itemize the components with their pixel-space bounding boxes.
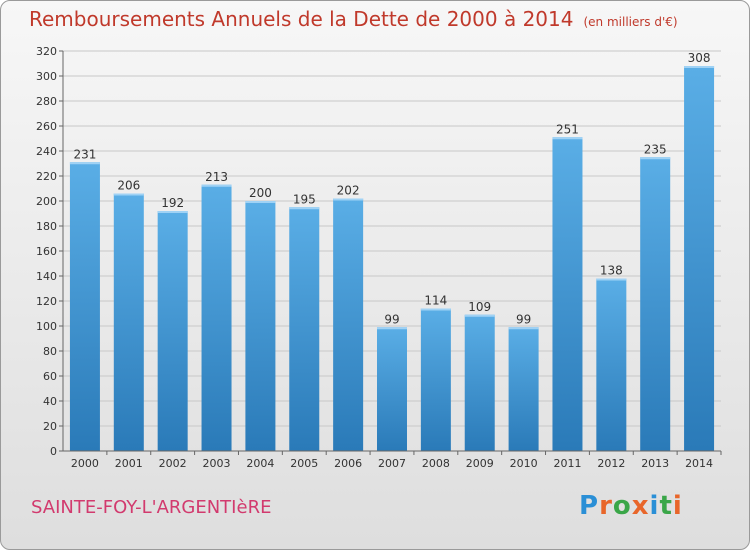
logo-letter: i: [672, 491, 683, 521]
y-tick-label: 40: [43, 395, 57, 408]
x-tick-label: 2004: [246, 457, 274, 470]
y-tick-label: 220: [36, 170, 57, 183]
bar-highlight: [245, 201, 276, 203]
x-tick-label: 2011: [553, 457, 581, 470]
y-tick-label: 320: [36, 45, 57, 58]
y-tick-label: 20: [43, 420, 57, 433]
y-tick-label: 140: [36, 270, 57, 283]
x-tick-label: 2014: [685, 457, 713, 470]
data-label: 114: [424, 294, 447, 308]
x-tick-label: 2007: [378, 457, 406, 470]
data-label: 231: [73, 147, 96, 161]
chart-title: Remboursements Annuels de la Dette de 20…: [29, 7, 678, 31]
data-label: 213: [205, 170, 228, 184]
bar-2002: [157, 211, 188, 451]
x-tick-label: 2000: [71, 457, 99, 470]
data-label: 99: [384, 312, 399, 326]
bar-2007: [377, 327, 407, 451]
data-label: 202: [337, 184, 360, 198]
bar-highlight: [684, 66, 715, 68]
bar-highlight: [640, 157, 671, 160]
y-tick-label: 280: [36, 95, 57, 108]
bar-2003: [201, 184, 232, 451]
y-tick-label: 0: [50, 445, 57, 458]
x-tick-label: 2012: [597, 457, 625, 470]
y-tick-label: 80: [43, 345, 57, 358]
bar-highlight: [420, 308, 451, 311]
data-label: 235: [644, 142, 667, 156]
y-tick-label: 120: [36, 295, 57, 308]
x-tick-label: 2001: [115, 457, 143, 470]
bar-highlight: [377, 327, 407, 330]
x-tick-label: 2013: [641, 457, 669, 470]
bar-2009: [464, 314, 495, 451]
x-axis: 2000 2001 2002 2003 2004 2005 2006 2007 2008 2009…: [63, 450, 722, 470]
bars: [69, 66, 715, 451]
logo-letter: t: [659, 491, 673, 521]
y-tick-label: 100: [36, 320, 57, 333]
data-labels: 231 206 192 213 200 195 202 99 114 109 99 251 138 235…: [73, 51, 710, 326]
bar-2005: [289, 207, 320, 451]
y-axis: 0 20 40 60 80 100 120 140 160 180 200 220 240 260 280 3…: [36, 45, 64, 458]
x-tick-label: 2002: [159, 457, 187, 470]
x-tick-label: 2009: [466, 457, 494, 470]
logo-letter: r: [599, 491, 613, 521]
y-tick-label: 180: [36, 220, 57, 233]
y-tick-label: 260: [36, 120, 57, 133]
chart-title-text: Remboursements Annuels de la Dette de 20…: [29, 7, 574, 31]
data-label: 200: [249, 186, 272, 200]
bar-highlight: [289, 207, 320, 210]
bar-2004: [245, 201, 276, 451]
bar-highlight: [464, 314, 495, 317]
bar-2006: [333, 198, 364, 451]
logo-letter: o: [612, 491, 632, 521]
data-label: 99: [516, 312, 531, 326]
logo-letter: P: [579, 491, 600, 521]
bar-highlight: [69, 162, 100, 165]
data-label: 308: [688, 51, 711, 65]
bar-2011: [552, 137, 583, 451]
bar-2000: [69, 162, 100, 451]
y-tick-label: 60: [43, 370, 57, 383]
x-tick-label: 2010: [510, 457, 538, 470]
data-label: 192: [161, 196, 184, 210]
y-tick-label: 240: [36, 145, 57, 158]
bar-highlight: [508, 327, 539, 330]
bar-2001: [113, 193, 144, 451]
x-tick-label: 2003: [203, 457, 231, 470]
bar-2010: [508, 327, 539, 451]
logo-letter: i: [649, 491, 660, 521]
bar-highlight: [157, 211, 188, 213]
bar-highlight: [113, 193, 144, 196]
x-tick-label: 2005: [290, 457, 318, 470]
bar-highlight: [201, 184, 232, 187]
proxiti-logo: Proxiti: [579, 491, 683, 521]
data-label: 109: [468, 300, 491, 314]
chart-subtitle: (en milliers d'€): [583, 15, 678, 29]
bar-2013: [640, 157, 671, 451]
x-tick-label: 2006: [334, 457, 362, 470]
y-tick-label: 160: [36, 245, 57, 258]
data-label: 138: [600, 264, 623, 278]
city-name: SAINTE-FOY-L'ARGENTIèRE: [31, 497, 272, 518]
bar-2012: [596, 278, 627, 451]
bar-2008: [420, 308, 451, 451]
bar-highlight: [596, 278, 627, 281]
data-label: 251: [556, 122, 579, 136]
data-label: 195: [293, 192, 316, 206]
bar-2014: [684, 66, 715, 451]
bar-highlight: [333, 198, 364, 201]
bar-highlight: [552, 137, 583, 140]
x-tick-label: 2008: [422, 457, 450, 470]
logo-letter: x: [631, 491, 650, 521]
y-tick-label: 200: [36, 195, 57, 208]
y-tick-label: 300: [36, 70, 57, 83]
data-label: 206: [117, 179, 140, 193]
